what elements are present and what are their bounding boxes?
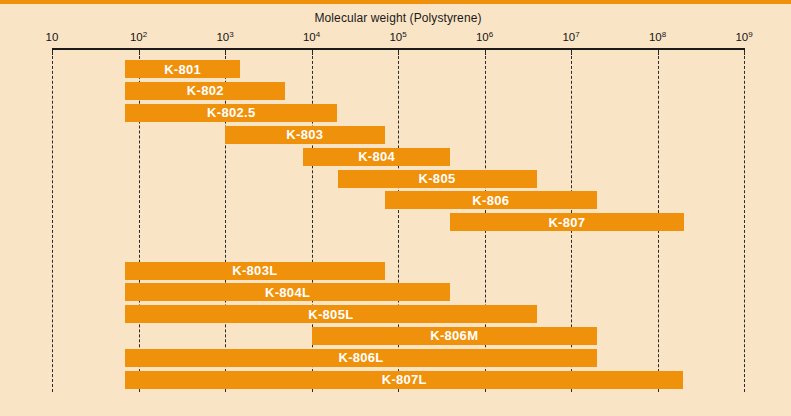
bar-label: K-804L — [265, 285, 310, 300]
bar-k-803: K-803 — [225, 126, 385, 144]
bar-label: K-805 — [419, 171, 456, 186]
bar-label: K-803 — [286, 127, 323, 142]
bar-label: K-806L — [338, 350, 383, 365]
x-tick-label-10e6: 106 — [476, 31, 493, 43]
x-tick-exponent: 6 — [489, 30, 493, 39]
x-tick-exponent: 2 — [143, 30, 147, 39]
bar-label: K-805L — [308, 307, 353, 322]
bar-label: K-807L — [382, 372, 427, 387]
x-tick-exponent: 8 — [662, 30, 666, 39]
top-accent-strip — [0, 0, 791, 4]
x-tick-label-10e4: 104 — [303, 31, 320, 43]
chart-title: Molecular weight (Polystyrene) — [52, 11, 744, 25]
bar-label: K-802 — [187, 83, 224, 98]
bar-k-804: K-804 — [303, 148, 450, 166]
gridline-10e2 — [139, 51, 140, 392]
bar-k-805: K-805 — [338, 170, 537, 188]
bar-k-806m: K-806M — [312, 327, 598, 345]
bar-k-802: K-802 — [125, 82, 285, 100]
bar-k-805l: K-805L — [125, 305, 537, 323]
bar-label: K-806 — [472, 193, 509, 208]
gridline-10e1 — [52, 51, 53, 392]
x-tick-exponent: 9 — [748, 30, 752, 39]
chart-canvas: Molecular weight (Polystyrene) 10 102 103 1… — [0, 0, 791, 416]
bar-label: K-806M — [430, 328, 478, 343]
x-tick-label-10e7: 107 — [562, 31, 579, 43]
x-tick-label-10e9: 109 — [735, 31, 752, 43]
bar-k-807: K-807 — [450, 213, 684, 231]
bar-k-807l: K-807L — [125, 371, 683, 389]
bar-k-803l: K-803L — [125, 262, 385, 280]
x-tick-exponent: 4 — [316, 30, 320, 39]
x-tick-exponent: 7 — [575, 30, 579, 39]
bar-label: K-804 — [358, 149, 395, 164]
x-tick-exponent: 5 — [402, 30, 406, 39]
x-tick-label-10e5: 105 — [389, 31, 406, 43]
bar-k-806: K-806 — [385, 191, 597, 209]
x-tick-label-10e1: 10 — [46, 31, 59, 43]
bar-label: K-807 — [548, 215, 585, 230]
x-tick-label-10e8: 108 — [649, 31, 666, 43]
gridline-10e9 — [744, 51, 745, 392]
bar-label: K-802.5 — [207, 105, 255, 120]
bar-k-804l: K-804L — [125, 283, 450, 301]
gridline-10e3 — [225, 51, 226, 392]
bar-k-802.5: K-802.5 — [125, 104, 337, 122]
x-tick-exponent: 3 — [229, 30, 233, 39]
x-tick-label-10e3: 103 — [216, 31, 233, 43]
bar-label: K-803L — [232, 263, 277, 278]
bar-k-801: K-801 — [125, 60, 240, 78]
bar-k-806l: K-806L — [125, 349, 597, 367]
bar-label: K-801 — [164, 62, 201, 77]
x-tick-label-10e2: 102 — [130, 31, 147, 43]
